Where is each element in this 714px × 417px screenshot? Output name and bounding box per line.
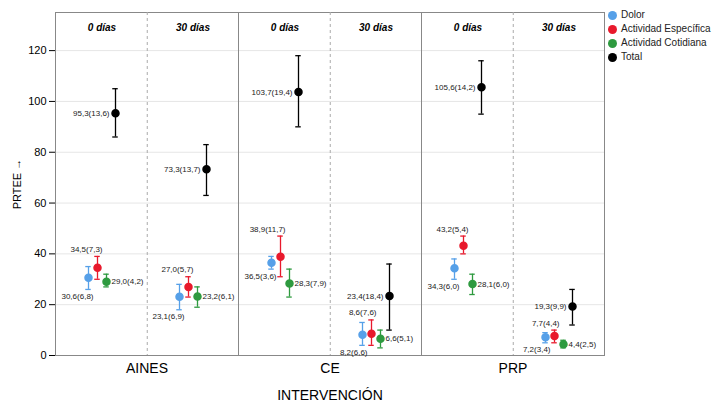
svg-text:43,2(5,4): 43,2(5,4) bbox=[436, 225, 468, 234]
svg-text:PRP: PRP bbox=[499, 360, 528, 376]
svg-text:23,4(18,4): 23,4(18,4) bbox=[347, 292, 384, 301]
svg-text:28,1(6,0): 28,1(6,0) bbox=[478, 280, 510, 289]
svg-text:40: 40 bbox=[34, 247, 46, 259]
svg-text:PRTEE →: PRTEE → bbox=[11, 159, 23, 210]
svg-text:30 días: 30 días bbox=[359, 22, 393, 33]
html-text:Dolor: Dolor bbox=[621, 9, 645, 20]
svg-text:0 días: 0 días bbox=[271, 22, 300, 33]
html-text:Total: Total bbox=[621, 51, 643, 62]
svg-text:100: 100 bbox=[28, 95, 46, 107]
html-text:Actividad Cotidiana: Actividad Cotidiana bbox=[621, 37, 707, 48]
svg-text:34,3(6,0): 34,3(6,0) bbox=[427, 282, 459, 291]
svg-text:7,2(3,4): 7,2(3,4) bbox=[523, 345, 551, 354]
svg-text:30,6(6,8): 30,6(6,8) bbox=[61, 292, 93, 301]
svg-text:6,6(5,1): 6,6(5,1) bbox=[386, 334, 414, 343]
svg-text:95,3(13,6): 95,3(13,6) bbox=[73, 109, 110, 118]
svg-text:73,3(13,7): 73,3(13,7) bbox=[164, 165, 201, 174]
svg-text:23,1(6,9): 23,1(6,9) bbox=[152, 312, 184, 321]
svg-text:29,0(4,2): 29,0(4,2) bbox=[112, 277, 144, 286]
svg-text:38,9(11,7): 38,9(11,7) bbox=[250, 225, 286, 234]
svg-text:30 días: 30 días bbox=[542, 22, 576, 33]
svg-text:AINES: AINES bbox=[126, 360, 168, 376]
svg-text:20: 20 bbox=[34, 298, 46, 310]
svg-text:0 días: 0 días bbox=[88, 22, 117, 33]
svg-text:CE: CE bbox=[320, 360, 339, 376]
svg-text:8,2(6,6): 8,2(6,6) bbox=[340, 348, 368, 357]
svg-text:0: 0 bbox=[40, 349, 46, 361]
svg-text:80: 80 bbox=[34, 146, 46, 158]
svg-text:105,6(14,2): 105,6(14,2) bbox=[435, 83, 476, 92]
svg-text:4,4(2,5): 4,4(2,5) bbox=[569, 340, 597, 349]
svg-text:28,3(7,9): 28,3(7,9) bbox=[295, 279, 327, 288]
svg-text:36,5(3,6): 36,5(3,6) bbox=[244, 272, 276, 281]
svg-text:30 días: 30 días bbox=[176, 22, 210, 33]
svg-text:120: 120 bbox=[28, 44, 46, 56]
svg-text:0 días: 0 días bbox=[454, 22, 483, 33]
svg-text:60: 60 bbox=[34, 197, 46, 209]
svg-text:27,0(5,7): 27,0(5,7) bbox=[161, 265, 193, 274]
html-text:Actividad Específica: Actividad Específica bbox=[621, 23, 711, 34]
svg-text:103,7(19,4): 103,7(19,4) bbox=[252, 88, 293, 97]
svg-text:23,2(6,1): 23,2(6,1) bbox=[203, 292, 235, 301]
svg-text:34,5(7,3): 34,5(7,3) bbox=[70, 245, 102, 254]
svg-text:7,7(4,4): 7,7(4,4) bbox=[532, 319, 560, 328]
svg-text:INTERVENCIÓN: INTERVENCIÓN bbox=[277, 387, 383, 403]
svg-text:8,6(7,6): 8,6(7,6) bbox=[349, 308, 377, 317]
svg-text:19,3(9,9): 19,3(9,9) bbox=[534, 302, 566, 311]
